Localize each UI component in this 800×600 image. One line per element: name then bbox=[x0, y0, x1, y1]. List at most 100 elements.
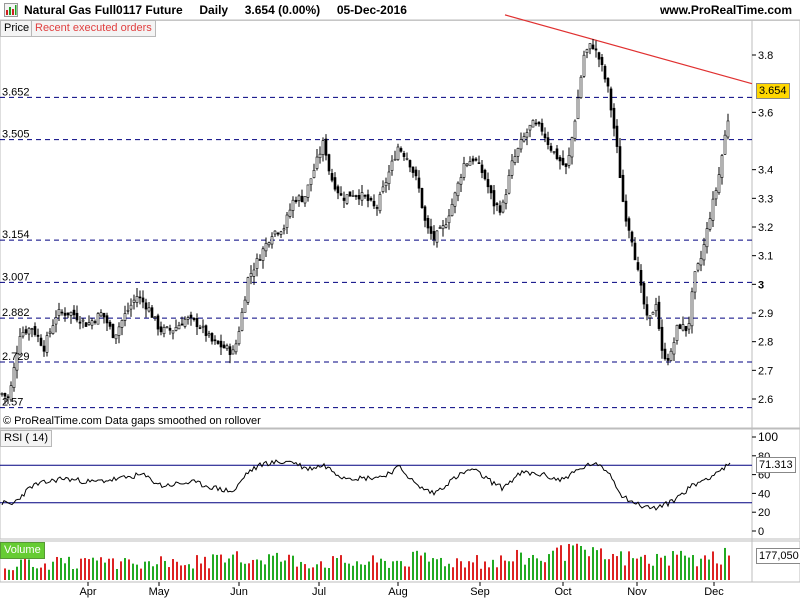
volume-bar bbox=[540, 560, 542, 580]
volume-bar bbox=[588, 556, 590, 580]
volume-bar bbox=[436, 559, 438, 580]
candle-body bbox=[357, 195, 361, 200]
volume-bar bbox=[560, 545, 562, 580]
volume-bar bbox=[484, 561, 486, 580]
candle-body bbox=[153, 316, 157, 318]
volume-bar bbox=[68, 556, 70, 580]
data-credit: © ProRealTime.com Data gaps smoothed on … bbox=[3, 415, 261, 427]
candle-body bbox=[363, 195, 367, 197]
candle-body bbox=[177, 324, 181, 330]
volume-bar bbox=[200, 563, 202, 580]
candle-body bbox=[369, 198, 373, 201]
volume-bar bbox=[292, 555, 294, 580]
volume-tab[interactable]: Volume bbox=[0, 542, 45, 559]
candle-body bbox=[39, 337, 43, 346]
candle-body bbox=[108, 321, 112, 327]
candle-body bbox=[183, 318, 187, 327]
price-axis-label: 3.8 bbox=[758, 50, 773, 62]
candle-body bbox=[465, 163, 469, 166]
recent-orders-tab[interactable]: Recent executed orders bbox=[31, 20, 156, 37]
candle-body bbox=[675, 324, 679, 341]
volume-bar bbox=[728, 555, 730, 580]
volume-bar bbox=[304, 564, 306, 580]
candle-body bbox=[579, 76, 583, 98]
candle-body bbox=[639, 270, 643, 286]
volume-bar bbox=[532, 554, 534, 580]
volume-bar bbox=[388, 567, 390, 580]
volume-bar bbox=[408, 566, 410, 580]
candle-body bbox=[246, 277, 250, 303]
candle-body bbox=[699, 258, 703, 266]
volume-bar bbox=[244, 563, 246, 580]
volume-bar bbox=[256, 559, 258, 580]
candle-body bbox=[591, 44, 595, 50]
volume-bar bbox=[380, 558, 382, 580]
candle-body bbox=[240, 311, 244, 331]
candle-body bbox=[645, 304, 649, 316]
volume-bar bbox=[716, 563, 718, 580]
candle-body bbox=[558, 157, 562, 162]
volume-bar bbox=[328, 568, 330, 580]
candle-body bbox=[669, 350, 673, 361]
candle-body bbox=[273, 230, 277, 235]
volume-bar bbox=[288, 554, 290, 580]
volume-bar bbox=[580, 546, 582, 580]
price-tab[interactable]: Price bbox=[0, 20, 34, 37]
candle-body bbox=[15, 353, 19, 371]
candle-body bbox=[12, 367, 16, 388]
volume-bar bbox=[700, 558, 702, 580]
candle-body bbox=[204, 325, 208, 336]
candle-body bbox=[33, 326, 37, 335]
candle-body bbox=[468, 161, 472, 166]
candle-body bbox=[474, 158, 478, 161]
candle-body bbox=[36, 334, 40, 337]
candle-body bbox=[582, 54, 586, 77]
candle-body bbox=[6, 396, 10, 399]
volume-bar bbox=[8, 569, 10, 580]
volume-bar bbox=[480, 568, 482, 580]
candle-body bbox=[9, 385, 13, 401]
site-url[interactable]: www.ProRealTime.com bbox=[659, 3, 792, 17]
candle-body bbox=[390, 160, 394, 171]
candle-body bbox=[438, 227, 442, 229]
volume-bar bbox=[604, 559, 606, 580]
volume-bar bbox=[352, 565, 354, 580]
candle-body bbox=[252, 269, 256, 277]
volume-bar bbox=[572, 545, 574, 580]
volume-bar bbox=[336, 558, 338, 580]
rsi-tab[interactable]: RSI ( 14) bbox=[0, 430, 53, 447]
candle-body bbox=[684, 325, 688, 332]
candle-body bbox=[267, 242, 271, 246]
candle-body bbox=[408, 160, 412, 168]
volume-value-badge: 177,050 bbox=[756, 548, 800, 564]
candle-body bbox=[45, 335, 49, 353]
candle-body bbox=[330, 173, 334, 181]
instrument-title: Natural Gas Full0117 Future Daily 3.654 … bbox=[24, 3, 407, 17]
candle-body bbox=[678, 324, 682, 329]
candle-body bbox=[96, 313, 100, 325]
candle-body bbox=[24, 329, 28, 334]
volume-bar bbox=[20, 559, 22, 580]
candle-body bbox=[81, 319, 85, 322]
candle-body bbox=[666, 358, 670, 361]
volume-bar bbox=[84, 558, 86, 580]
candle-body bbox=[420, 188, 424, 208]
candle-body bbox=[432, 231, 436, 240]
volume-bar bbox=[144, 561, 146, 580]
price-panel-frame bbox=[0, 19, 800, 429]
candle-body bbox=[600, 57, 604, 65]
volume-bar bbox=[608, 559, 610, 580]
candle-body bbox=[555, 148, 559, 160]
volume-bar bbox=[652, 565, 654, 580]
volume-bar bbox=[320, 561, 322, 580]
chart-settings-icon[interactable] bbox=[4, 3, 18, 17]
candle-body bbox=[561, 157, 565, 166]
candle-body bbox=[336, 186, 340, 194]
candle-body bbox=[498, 205, 502, 213]
level-label: 2.57 bbox=[2, 397, 23, 409]
volume-bar bbox=[440, 557, 442, 580]
volume-bar bbox=[164, 560, 166, 580]
volume-bar bbox=[704, 555, 706, 580]
candle-body bbox=[714, 190, 718, 200]
